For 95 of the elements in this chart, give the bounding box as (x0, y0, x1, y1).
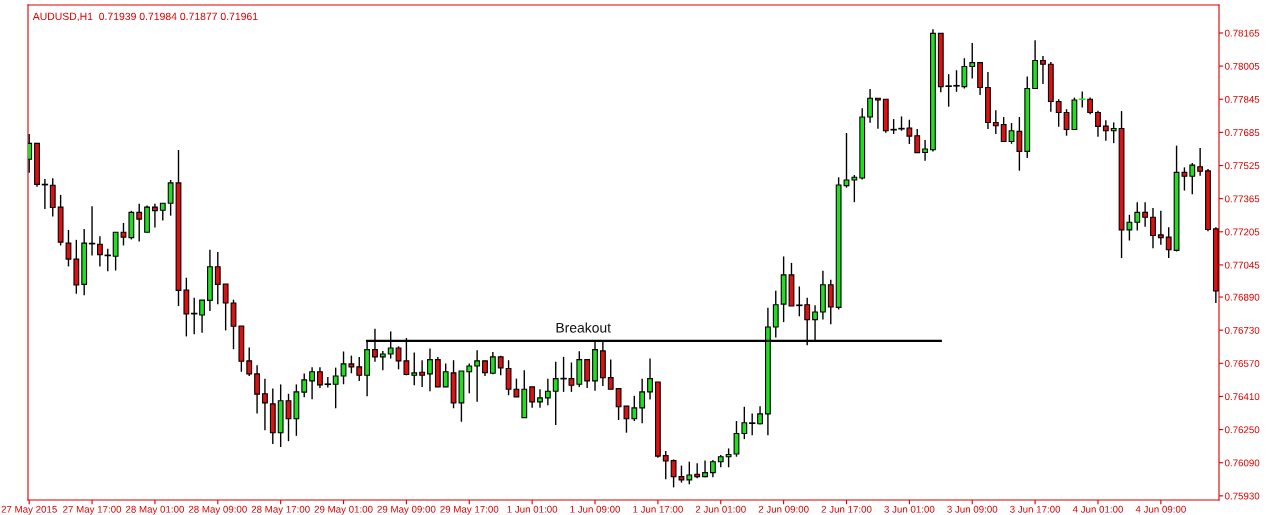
x-tick-label: 29 May 17:00 (440, 505, 499, 515)
y-tick-label: 0.78165 (1224, 29, 1260, 37)
candlestick (254, 364, 260, 415)
candlestick (332, 366, 339, 409)
candlestick (1189, 162, 1196, 195)
candlestick (537, 388, 543, 409)
candlestick (1165, 226, 1172, 259)
x-tick-label: 27 May 17:00 (63, 505, 122, 515)
candlestick (1110, 121, 1117, 144)
x-tick-label: 29 May 09:00 (377, 505, 436, 515)
candlestick (427, 347, 433, 392)
candlestick (1142, 201, 1149, 228)
y-tick-label: 0.75930 (1224, 492, 1260, 500)
x-tick-label: 1 Jun 09:00 (570, 505, 621, 513)
x-tick-label: 3 Jun 01:00 (884, 505, 935, 513)
x-tick-label: 2 Jun 01:00 (695, 505, 746, 513)
candlestick (969, 42, 976, 80)
candlestick (662, 450, 669, 480)
candlestick (748, 412, 756, 436)
candlestick (1197, 147, 1204, 177)
candlestick (214, 251, 221, 305)
candlestick (301, 372, 308, 398)
candlestick (772, 290, 779, 339)
candlestick (419, 359, 426, 388)
x-tick-label: 4 Jun 01:00 (1072, 505, 1123, 513)
x-tick-label: 2 Jun 17:00 (821, 505, 872, 513)
candlestick (867, 88, 873, 124)
x-tick-label: 28 May 09:00 (188, 505, 247, 515)
y-tick-label: 0.76410 (1224, 393, 1260, 401)
candlestick (411, 351, 418, 386)
candlestick (152, 203, 158, 229)
x-tick-label: 2 Jun 09:00 (758, 505, 809, 513)
x-tick-label: 1 Jun 01:00 (507, 505, 558, 513)
y-tick-label: 0.77525 (1224, 162, 1260, 170)
x-tick-label: 3 Jun 09:00 (947, 505, 998, 513)
candlestick (702, 459, 708, 478)
x-tick-label: 4 Jun 09:00 (1135, 505, 1186, 513)
annotation: Breakout (556, 322, 611, 333)
candlestick (474, 349, 481, 403)
candlestick (992, 109, 999, 135)
candlestick (529, 386, 536, 409)
candlestick (379, 350, 386, 371)
candlestick (324, 376, 332, 389)
candlestick (28, 133, 33, 174)
y-tick-label: 0.77365 (1224, 195, 1260, 203)
candlestick (741, 406, 748, 440)
candlestick (49, 177, 56, 218)
x-tick-label: 28 May 01:00 (125, 505, 184, 515)
y-tick-label: 0.76570 (1224, 360, 1260, 367)
candlestick (199, 299, 205, 334)
text: AUDUSD,H1 0.71939 0.71984 0.71877 0.71961 (32, 12, 258, 22)
y-tick-label: 0.77045 (1224, 261, 1260, 269)
candlestick (1000, 116, 1007, 143)
x-tick-label: 27 May 2015 (1, 505, 57, 515)
candlestick (584, 358, 591, 389)
candlestick (922, 139, 928, 162)
candlestick (694, 462, 701, 479)
candlestick (1055, 98, 1062, 128)
candlestick (1040, 55, 1046, 85)
y-tick-label: 0.76730 (1224, 326, 1260, 334)
candlestick (65, 229, 72, 268)
y-tick-label: 0.76250 (1224, 426, 1260, 434)
candlestick (631, 395, 638, 422)
candlestick (246, 346, 253, 377)
candlestick (607, 358, 614, 390)
candlestick (309, 366, 316, 400)
candlestick (639, 377, 646, 425)
candlestick (96, 235, 103, 268)
candlestick (466, 362, 473, 394)
x-tick-label: 28 May 17:00 (251, 505, 310, 515)
y-tick-label: 0.76090 (1224, 459, 1260, 467)
y-tick-label: 0.76890 (1224, 293, 1260, 301)
candlestick (1102, 119, 1109, 142)
x-tick-label: 3 Jun 17:00 (1010, 505, 1061, 513)
candlestick (1095, 110, 1101, 138)
candlestick (1134, 201, 1141, 232)
candlestick (262, 377, 268, 431)
candlestick (647, 357, 653, 401)
candlestick (442, 362, 449, 388)
y-tick-label: 0.78005 (1224, 62, 1260, 70)
candlestick (914, 128, 921, 154)
candlestick (1150, 207, 1156, 249)
candlestick (136, 203, 143, 243)
x-tick-label: 29 May 01:00 (314, 505, 373, 515)
candlestick (1157, 209, 1164, 246)
y-tick-label: 0.77205 (1224, 228, 1260, 236)
y-tick-label: 0.77685 (1224, 129, 1260, 136)
candlestick (356, 356, 363, 382)
candlestick (875, 97, 881, 130)
y-tick-label: 0.77845 (1224, 95, 1260, 103)
candlestick (827, 279, 834, 326)
candlestick (686, 460, 693, 485)
candlestick (544, 377, 551, 406)
x-tick-label: 1 Jun 17:00 (633, 505, 683, 513)
candlestick (317, 366, 323, 389)
